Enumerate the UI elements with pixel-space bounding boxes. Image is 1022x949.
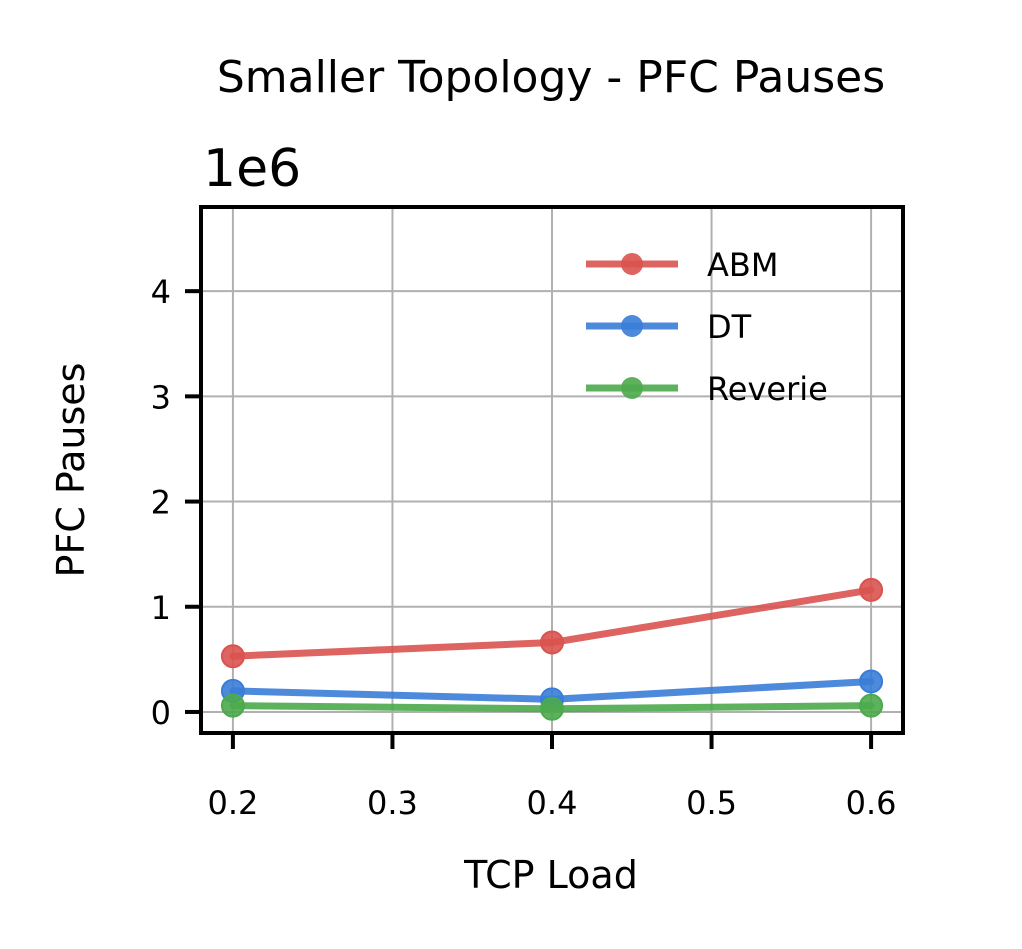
y-tick-label: 4	[151, 273, 171, 311]
data-point	[220, 693, 245, 718]
series-reverie	[220, 693, 884, 721]
y-tick-label: 3	[151, 378, 171, 416]
x-axis-label: TCP Load	[463, 853, 638, 897]
x-tick-label: 0.6	[846, 784, 897, 822]
legend-entry-dt: DT	[586, 308, 752, 346]
data-point	[859, 577, 884, 602]
data-point	[220, 644, 245, 669]
legend-entry-abm: ABM	[586, 246, 778, 284]
legend-marker	[621, 253, 643, 275]
x-tick-label: 0.5	[686, 784, 737, 822]
legend-entry-reverie: Reverie	[586, 370, 828, 408]
data-point	[540, 696, 564, 721]
legend-marker	[621, 315, 643, 337]
legend-label: ABM	[707, 246, 778, 284]
x-tick-label: 0.4	[527, 784, 578, 822]
series-group	[220, 577, 884, 721]
y-tick-label: 1	[151, 589, 171, 627]
y-tick-label: 0	[151, 694, 171, 732]
y-scale-label: 1e6	[203, 139, 301, 199]
data-point	[859, 669, 884, 694]
data-point	[540, 630, 564, 655]
legend: ABM DT Reverie	[586, 246, 828, 408]
x-tick-label: 0.3	[367, 784, 418, 822]
series-abm	[220, 577, 884, 669]
x-tick-label: 0.2	[207, 784, 258, 822]
legend-marker	[621, 377, 643, 399]
legend-label: DT	[707, 308, 752, 346]
legend-label: Reverie	[707, 370, 828, 408]
y-axis-label: PFC Pauses	[49, 363, 93, 578]
y-tick-label: 2	[151, 484, 171, 522]
chart-title: Smaller Topology - PFC Pauses	[217, 52, 885, 103]
data-point	[859, 693, 884, 718]
axes: 0.2 0.3 0.4 0.5 0.6 0 1 2 3 4	[151, 205, 905, 822]
